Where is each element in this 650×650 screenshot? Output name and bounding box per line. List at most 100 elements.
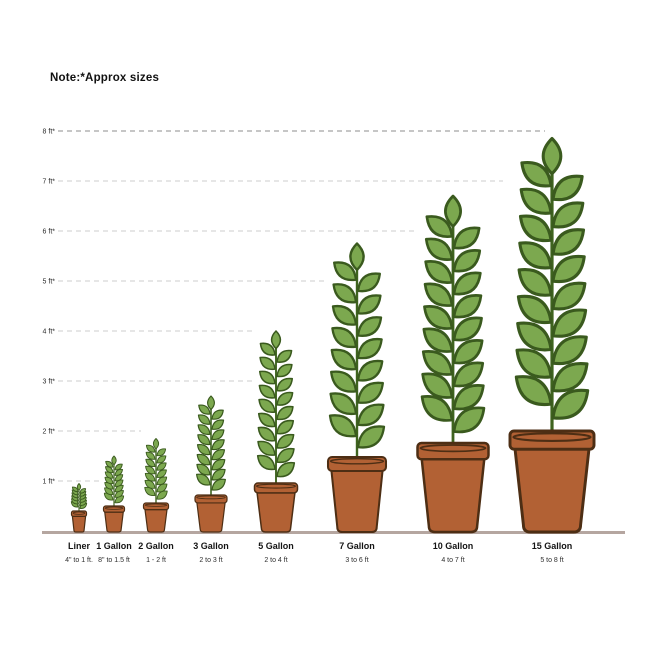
plant-leaf: [256, 454, 276, 471]
plant-leaf: [519, 187, 553, 215]
plant-leaf: [356, 272, 381, 293]
plant-leaf: [76, 483, 82, 491]
plant-leaf: [423, 282, 454, 307]
plant-leaf: [197, 414, 211, 425]
plant-leaf: [356, 359, 384, 382]
plant-leaf: [105, 466, 114, 474]
plant-leaf: [211, 429, 225, 441]
plant-leaf: [551, 201, 585, 229]
plant-leaf: [356, 337, 383, 360]
pot-category-label-2-gallon: 2 Gallon: [138, 541, 174, 551]
plant-leaf: [276, 433, 295, 449]
plant-leaf: [422, 327, 454, 353]
pot-rim-ellipse: [196, 495, 226, 500]
plant-leaf: [515, 348, 553, 379]
pot-body: [144, 509, 168, 533]
plant-leaf: [452, 339, 484, 365]
plant-leaf: [424, 237, 454, 261]
plant-leaf: [551, 174, 584, 202]
plant-leaf: [197, 424, 211, 435]
plant-leaf: [330, 370, 358, 393]
plant-leaf: [452, 406, 486, 434]
plant-leaf: [197, 434, 211, 446]
plant-leaf: [518, 214, 553, 243]
plant-leaf: [518, 241, 553, 270]
plant-leaf: [196, 463, 211, 476]
pot-body: [420, 457, 486, 534]
plant-leaf: [551, 388, 590, 420]
plant-leaf: [424, 260, 454, 284]
plant-pot-group-5-gallon: [253, 330, 299, 533]
plant-leaf: [452, 384, 485, 411]
plant-leaf: [551, 335, 588, 366]
plant-leaf: [196, 453, 211, 466]
pot-body: [196, 502, 226, 533]
plant-leaf: [444, 194, 462, 228]
plant-leaf: [156, 490, 168, 500]
plant-leaf: [330, 348, 358, 371]
pot-rim-ellipse: [419, 444, 487, 453]
plant-leaf: [145, 444, 156, 453]
plant-pot-group-15-gallon: [508, 136, 596, 534]
plant-leaf: [276, 447, 295, 464]
plant-leaf: [258, 370, 276, 385]
plant-leaf: [196, 473, 211, 486]
plant-leaf: [270, 330, 282, 350]
plant-leaf: [114, 479, 124, 487]
plant-leaf: [114, 468, 123, 476]
pot-range-label-2-gallon: 1 - 2 ft: [146, 557, 166, 564]
axis-tick-label-5ft: 5 ft*: [43, 279, 56, 286]
axis-tick-label-1ft: 1 ft*: [43, 479, 56, 486]
plant-leaf: [211, 449, 226, 461]
plant-leaf: [332, 283, 358, 304]
plant-leaf: [207, 395, 215, 411]
pot-range-label-liner: 4" to 1 ft.: [65, 557, 93, 564]
plant-leaf: [452, 271, 482, 296]
plant-leaf: [211, 409, 224, 420]
plant-leaf: [211, 458, 226, 471]
plant-leaf: [349, 242, 365, 272]
pot-category-label-10-gallon: 10 Gallon: [433, 541, 474, 551]
plant-leaf: [114, 463, 123, 471]
pot-body: [256, 492, 296, 533]
plant-pot-group-2-gallon: [142, 438, 170, 533]
plant-leaf: [276, 461, 296, 478]
plant-leaf: [452, 294, 483, 319]
pot-range-label-5-gallon: 2 to 4 ft: [264, 557, 287, 564]
plant-leaf: [328, 414, 358, 438]
plant-leaf: [156, 469, 167, 478]
plant-leaf: [356, 381, 384, 404]
plant-leaf: [356, 403, 385, 427]
plant-leaf: [541, 136, 563, 176]
pot-body: [513, 447, 591, 534]
plant-leaf: [551, 361, 589, 393]
plant-leaf: [259, 342, 276, 356]
plant-leaf: [333, 261, 358, 282]
plant-leaf: [198, 404, 211, 415]
plant-leaf: [356, 425, 386, 449]
plant-leaf: [144, 486, 156, 497]
plant-leaf: [71, 486, 79, 493]
pot-rim-ellipse: [104, 506, 124, 510]
plant-leaf: [452, 249, 482, 273]
approx-note: Note:*Approx sizes: [50, 72, 160, 84]
plant-leaf: [329, 392, 358, 416]
pot-range-label-10-gallon: 4 to 7 ft: [441, 557, 464, 564]
plant-leaf: [196, 443, 211, 456]
plant-leaf: [356, 316, 383, 337]
plant-leaf: [156, 483, 168, 493]
plant-leaf: [144, 472, 156, 482]
axis-tick-label-6ft: 6 ft*: [43, 229, 56, 236]
plant-leaf: [156, 448, 167, 457]
plant-leaf: [452, 361, 485, 388]
axis-tick-label-3ft: 3 ft*: [43, 379, 56, 386]
plant-leaf: [551, 281, 587, 311]
plant-leaf: [423, 305, 454, 330]
plant-leaf: [520, 160, 553, 188]
pot-rim-ellipse: [329, 457, 385, 465]
plant-leaf: [104, 471, 114, 479]
plant-leaf: [144, 479, 156, 489]
pot-range-label-1-gallon: 8" to 1.5 ft: [98, 557, 130, 564]
plant-leaf: [257, 440, 276, 456]
